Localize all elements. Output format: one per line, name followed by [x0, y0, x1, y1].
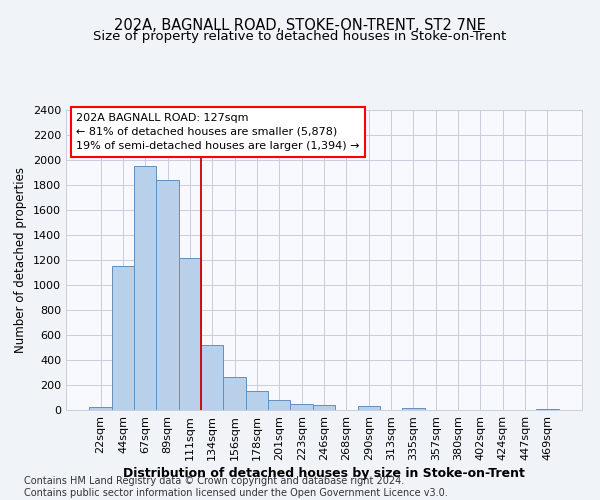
X-axis label: Distribution of detached houses by size in Stoke-on-Trent: Distribution of detached houses by size … — [123, 467, 525, 480]
Bar — [313, 405, 335, 410]
Text: 202A BAGNALL ROAD: 127sqm
← 81% of detached houses are smaller (5,878)
19% of se: 202A BAGNALL ROAD: 127sqm ← 81% of detac… — [76, 113, 360, 151]
Bar — [358, 406, 380, 410]
Bar — [536, 408, 559, 410]
Bar — [134, 166, 157, 410]
Bar — [223, 377, 246, 410]
Text: Contains HM Land Registry data © Crown copyright and database right 2024.
Contai: Contains HM Land Registry data © Crown c… — [24, 476, 448, 498]
Bar — [402, 408, 425, 410]
Bar — [201, 345, 223, 410]
Bar — [290, 404, 313, 410]
Bar — [112, 266, 134, 410]
Y-axis label: Number of detached properties: Number of detached properties — [14, 167, 28, 353]
Text: 202A, BAGNALL ROAD, STOKE-ON-TRENT, ST2 7NE: 202A, BAGNALL ROAD, STOKE-ON-TRENT, ST2 … — [114, 18, 486, 32]
Bar — [157, 180, 179, 410]
Bar — [89, 406, 112, 410]
Text: Size of property relative to detached houses in Stoke-on-Trent: Size of property relative to detached ho… — [94, 30, 506, 43]
Bar — [246, 391, 268, 410]
Bar — [268, 400, 290, 410]
Bar — [179, 258, 201, 410]
